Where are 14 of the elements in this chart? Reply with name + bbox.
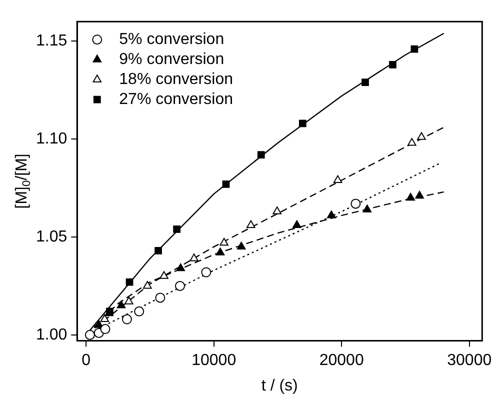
legend-label: 18% conversion: [119, 71, 233, 88]
y-tick-label: 1.00: [36, 326, 68, 344]
legend-label: 9% conversion: [119, 51, 224, 68]
x-axis-title: t / (s): [261, 377, 298, 394]
legend-label: 5% conversion: [119, 31, 224, 48]
y-axis-title: [M]0/[M]: [13, 154, 33, 209]
legend-label: 27% conversion: [119, 91, 233, 108]
y-tick-label: 1.05: [36, 228, 68, 246]
x-tick-label: 0: [82, 352, 91, 369]
x-tick-label: 30000: [447, 352, 492, 369]
y-tick-label: 1.15: [36, 32, 68, 50]
y-tick-label: 1.10: [36, 130, 68, 148]
x-tick-label: 20000: [319, 352, 364, 369]
x-tick-label: 10000: [192, 352, 236, 369]
